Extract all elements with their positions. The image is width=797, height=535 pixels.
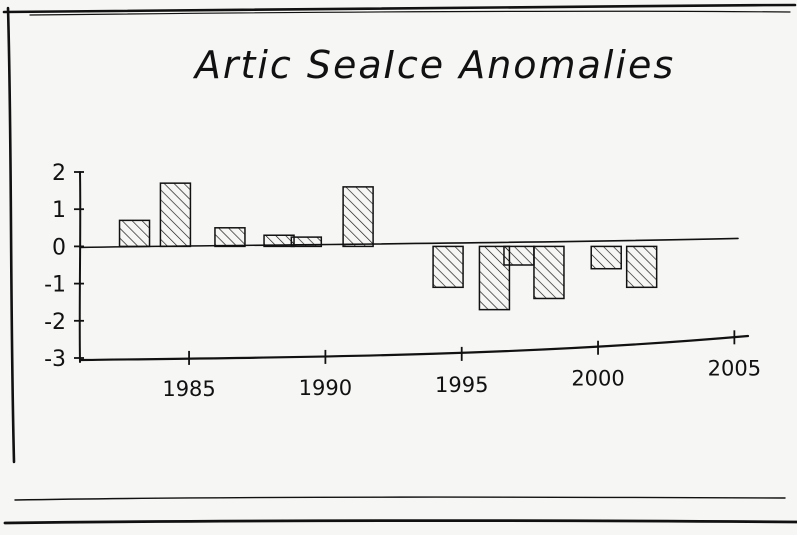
bar: [590, 245, 622, 270]
y-tick-label: -3: [44, 347, 66, 372]
x-tick-label: 1985: [162, 377, 215, 401]
x-tick-label: 1990: [299, 376, 352, 400]
y-tick-label: -2: [44, 310, 66, 335]
bar: [432, 245, 464, 289]
bar: [625, 245, 658, 289]
y-axis-line: [78, 171, 82, 363]
x-tick-label: 1995: [435, 373, 488, 397]
frame-left-line: [6, 6, 16, 464]
bar: [533, 245, 565, 300]
y-tick-label: 1: [52, 198, 66, 223]
frame-top-line-2: [29, 10, 791, 16]
bar: [342, 186, 374, 248]
chart-title: Artic SeaIce Anomalies: [192, 43, 675, 87]
y-axis-ticks: 2 1 0 -1 -2 -3: [44, 161, 84, 372]
bars: [118, 182, 658, 311]
x-tick-label: 2005: [708, 356, 761, 380]
bar: [263, 234, 295, 248]
frame-bottom-line: [14, 496, 786, 501]
y-tick-label: -1: [44, 273, 66, 298]
bar: [214, 227, 246, 248]
x-axis-ticks: 1985 1990 1995 2000 2005: [162, 330, 761, 401]
frame-bottom-line-2: [3, 519, 797, 525]
y-tick-label: 2: [52, 161, 66, 186]
y-tick-label: 0: [52, 235, 66, 260]
bar: [159, 182, 192, 248]
bar: [118, 219, 151, 248]
bar: [478, 245, 511, 311]
bar: [290, 236, 323, 248]
x-axis-line: [78, 334, 750, 362]
x-tick-label: 2000: [571, 367, 624, 391]
bar: [503, 245, 535, 266]
axes: [78, 171, 750, 363]
